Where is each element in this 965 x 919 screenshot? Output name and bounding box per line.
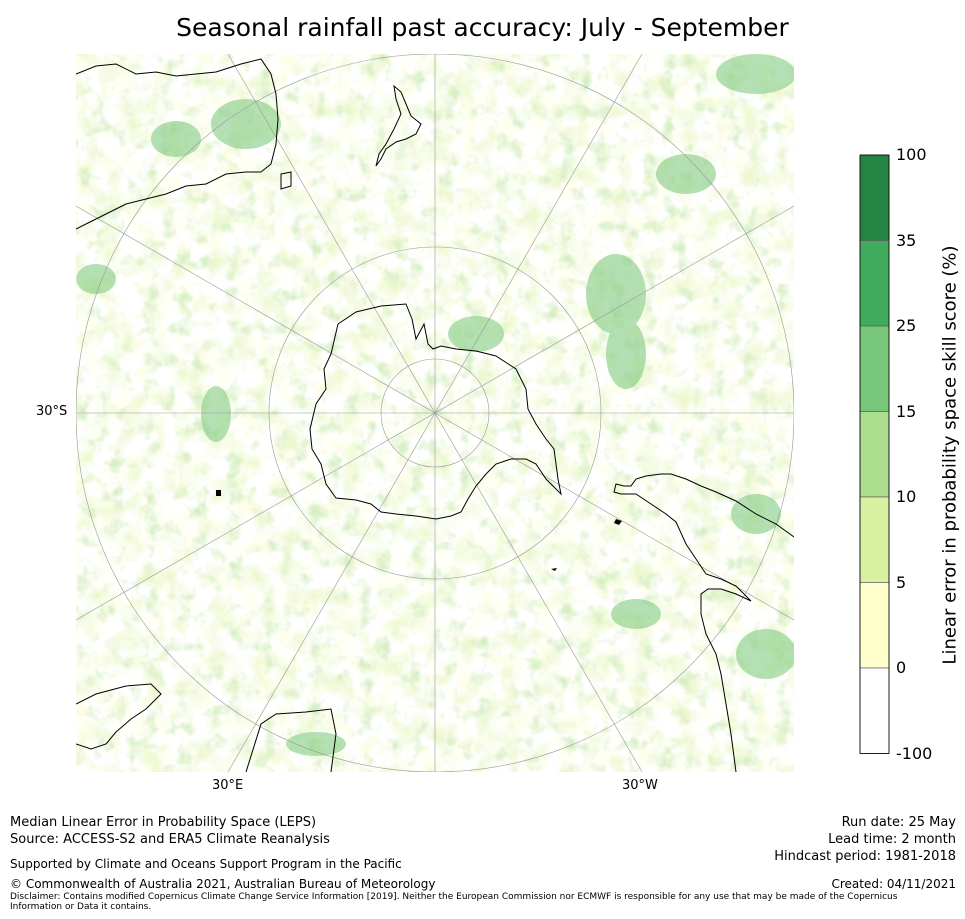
antarctica-coastline (309, 303, 562, 520)
colorbar-tick-label: 5 (896, 572, 907, 592)
high-skill-patches (76, 54, 794, 756)
africa-coastline (76, 683, 162, 750)
tasmania (280, 171, 292, 190)
new-zealand-coastline (375, 84, 422, 167)
colorbar-bin-4 (859, 496, 890, 583)
chart-title: Seasonal rainfall past accuracy: July - … (176, 13, 789, 42)
colorbar-frame (859, 154, 890, 754)
africa-southern-coast (245, 708, 337, 772)
created-date: Created: 04/11/2021 (831, 877, 956, 891)
colorbar-tick-label: 35 (896, 230, 917, 250)
footer-support: Supported by Climate and Oceans Support … (10, 857, 402, 871)
polar-map (76, 54, 794, 772)
disclaimer: Disclaimer: Contains modified Copernicus… (10, 892, 898, 912)
colorbar-tick-label: 10 (896, 487, 917, 506)
madagascar (216, 490, 221, 496)
footer-description: Median Linear Error in Probability Space… (10, 814, 330, 848)
lon-label-30w: 30°W (622, 778, 658, 793)
lead-time: Lead time: 2 month (828, 832, 956, 847)
lat-label-30s: 30°S (36, 404, 68, 419)
footer-method: Median Linear Error in Probability Space… (10, 815, 317, 830)
colorbar-bin-6 (859, 667, 890, 754)
colorbar-bin-3 (859, 411, 890, 498)
colorbar-bin-1 (859, 240, 890, 327)
south-georgia (551, 568, 557, 571)
falkland-islands (614, 519, 622, 525)
south-america-coastline (613, 473, 794, 772)
footer-run-info: Run date: 25 May Lead time: 2 month Hind… (774, 814, 956, 865)
colorbar-tick-label: 0 (896, 658, 907, 677)
colorbar (859, 154, 890, 754)
colorbar-title: Linear error in probability space skill … (939, 245, 961, 665)
run-date: Run date: 25 May (841, 815, 956, 830)
colorbar-bin-5 (859, 582, 890, 669)
australia-coastline (76, 58, 279, 230)
graticule (76, 54, 794, 772)
colorbar-bin-0 (859, 154, 890, 241)
lon-label-30e: 30°E (212, 778, 244, 793)
footer-copyright: © Commonwealth of Australia 2021, Austra… (10, 877, 436, 891)
hindcast-period: Hindcast period: 1981-2018 (774, 849, 956, 864)
colorbar-tick-label: 15 (896, 401, 917, 421)
footer-source: Source: ACCESS-S2 and ERA5 Climate Reana… (10, 832, 330, 847)
colorbar-bin-2 (859, 325, 890, 412)
colorbar-tick-label: 100 (896, 145, 927, 164)
colorbar-tick-label: 25 (896, 316, 917, 335)
colorbar-tick-label: -100 (896, 743, 933, 763)
